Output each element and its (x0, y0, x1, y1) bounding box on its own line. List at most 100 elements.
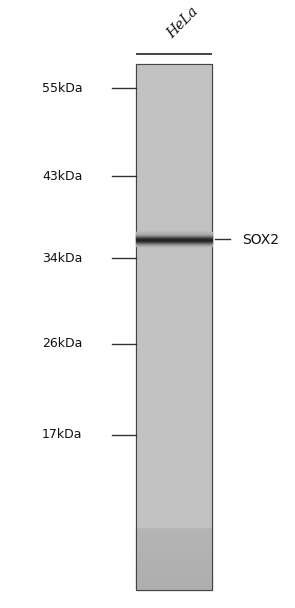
Bar (136, 355, 212, 357)
Bar (136, 379, 212, 381)
Bar (136, 495, 212, 497)
Bar (136, 453, 212, 455)
Bar (136, 372, 212, 374)
Bar (136, 460, 212, 462)
Bar (136, 74, 212, 76)
Bar (136, 558, 212, 560)
Bar (136, 218, 212, 220)
Bar (136, 280, 212, 282)
Bar (136, 227, 212, 229)
Bar (136, 439, 212, 441)
Bar (136, 95, 212, 97)
Bar (136, 300, 212, 302)
Bar (136, 99, 212, 101)
Bar (136, 522, 212, 523)
Bar (136, 351, 212, 353)
Bar (136, 283, 212, 285)
Bar (136, 316, 212, 318)
Bar (136, 586, 212, 588)
Bar (136, 518, 212, 520)
Bar (136, 176, 212, 178)
Bar (136, 342, 212, 344)
Bar (136, 253, 212, 255)
Bar (136, 129, 212, 131)
Bar (136, 115, 212, 117)
Bar (136, 123, 212, 125)
Bar (136, 395, 212, 397)
Bar (136, 385, 212, 387)
Bar (136, 318, 212, 320)
Bar (136, 568, 212, 570)
Bar (136, 458, 212, 460)
Bar (136, 153, 212, 155)
Bar (136, 181, 212, 183)
Bar (136, 288, 212, 290)
Bar (136, 272, 212, 274)
Bar (136, 258, 212, 260)
Bar (136, 308, 212, 309)
Bar (136, 76, 212, 78)
Bar (136, 178, 212, 179)
Bar (136, 237, 212, 239)
Bar (136, 92, 212, 94)
Bar (136, 197, 212, 199)
Bar (136, 195, 212, 197)
Bar (136, 113, 212, 115)
Text: 34kDa: 34kDa (42, 252, 83, 265)
Bar (136, 457, 212, 458)
Bar (136, 174, 212, 176)
Bar (136, 397, 212, 399)
Bar (136, 399, 212, 401)
Bar (136, 179, 212, 181)
Bar (136, 507, 212, 509)
Bar (136, 322, 212, 323)
Bar (136, 311, 212, 313)
Bar (136, 85, 212, 86)
Bar (136, 330, 212, 332)
Bar (136, 190, 212, 192)
Bar (136, 407, 212, 409)
Bar (136, 387, 212, 388)
Bar (136, 539, 212, 541)
Bar (136, 584, 212, 586)
Bar (136, 447, 212, 449)
Bar (136, 250, 212, 252)
Bar (136, 477, 212, 479)
Bar (136, 516, 212, 518)
Bar (136, 302, 212, 304)
Bar (136, 541, 212, 542)
Bar (136, 297, 212, 299)
Bar (136, 548, 212, 550)
Bar (136, 78, 212, 80)
Bar (136, 225, 212, 227)
Bar (136, 383, 212, 385)
Bar (136, 578, 212, 579)
Bar (136, 481, 212, 483)
Bar (136, 490, 212, 492)
Bar (136, 406, 212, 407)
Bar (136, 101, 212, 102)
Bar (136, 211, 212, 213)
Bar (136, 306, 212, 308)
Bar (136, 90, 212, 92)
Bar (136, 83, 212, 85)
Bar (136, 485, 212, 486)
Bar (136, 325, 212, 327)
Bar (136, 248, 212, 250)
Bar (136, 252, 212, 253)
Bar (136, 513, 212, 514)
Bar (136, 223, 212, 225)
Bar (136, 392, 212, 393)
Bar (136, 137, 212, 139)
Bar (136, 546, 212, 548)
Text: HeLa: HeLa (164, 4, 201, 41)
Bar (136, 213, 212, 215)
Bar (136, 486, 212, 488)
Bar (136, 451, 212, 453)
Bar (136, 388, 212, 390)
Bar (136, 416, 212, 418)
Bar (136, 209, 212, 211)
Bar (136, 443, 212, 444)
Bar (136, 199, 212, 201)
Bar (136, 358, 212, 360)
